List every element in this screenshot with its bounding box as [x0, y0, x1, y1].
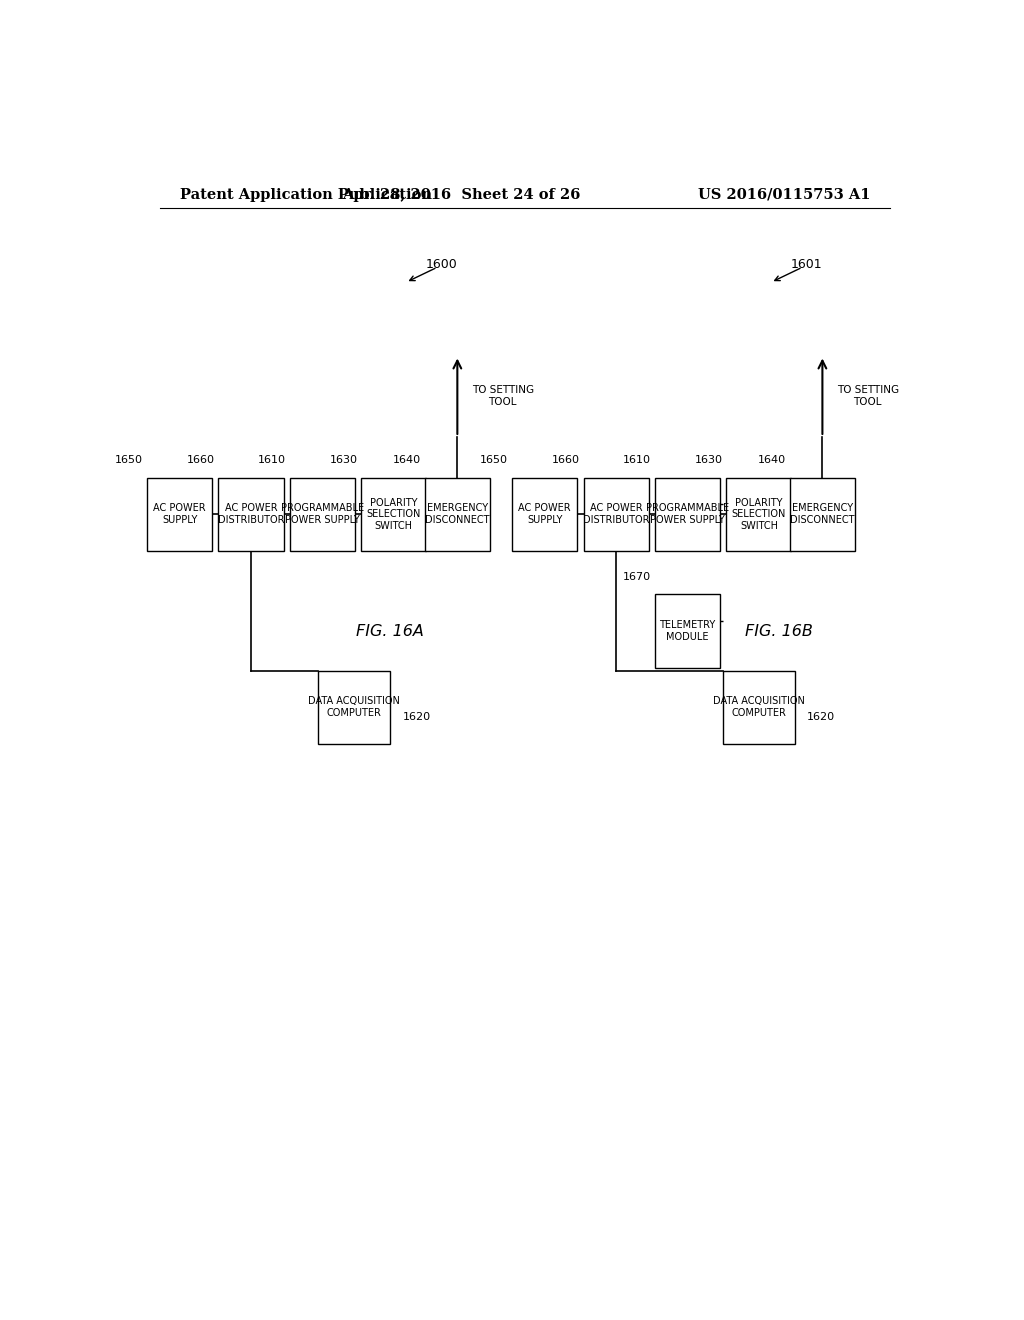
Text: 1620: 1620 — [807, 713, 836, 722]
Text: 1650: 1650 — [115, 455, 143, 466]
Text: 1600: 1600 — [426, 257, 458, 271]
Text: POLARITY
SELECTION
SWITCH: POLARITY SELECTION SWITCH — [732, 498, 786, 531]
FancyBboxPatch shape — [425, 478, 489, 550]
Text: 1640: 1640 — [758, 455, 785, 466]
Text: 1630: 1630 — [330, 455, 357, 466]
Text: EMERGENCY
DISCONNECT: EMERGENCY DISCONNECT — [425, 503, 489, 525]
Text: TO SETTING
TOOL: TO SETTING TOOL — [472, 385, 534, 407]
Text: US 2016/0115753 A1: US 2016/0115753 A1 — [697, 187, 870, 202]
Text: DATA ACQUISITION
COMPUTER: DATA ACQUISITION COMPUTER — [308, 697, 400, 718]
Text: PROGRAMMABLE
POWER SUPPLY: PROGRAMMABLE POWER SUPPLY — [646, 503, 729, 525]
FancyBboxPatch shape — [218, 478, 284, 550]
Text: 1670: 1670 — [623, 573, 651, 582]
FancyBboxPatch shape — [655, 478, 720, 550]
FancyBboxPatch shape — [512, 478, 578, 550]
Text: 1630: 1630 — [694, 455, 722, 466]
Text: 1640: 1640 — [393, 455, 421, 466]
Text: Apr. 28, 2016  Sheet 24 of 26: Apr. 28, 2016 Sheet 24 of 26 — [342, 187, 581, 202]
FancyBboxPatch shape — [726, 478, 792, 550]
FancyBboxPatch shape — [318, 671, 390, 744]
Text: 1650: 1650 — [480, 455, 508, 466]
FancyBboxPatch shape — [290, 478, 355, 550]
Text: Patent Application Publication: Patent Application Publication — [179, 187, 431, 202]
Text: DATA ACQUISITION
COMPUTER: DATA ACQUISITION COMPUTER — [713, 697, 805, 718]
Text: 1660: 1660 — [186, 455, 214, 466]
FancyBboxPatch shape — [790, 478, 855, 550]
FancyBboxPatch shape — [147, 478, 212, 550]
Text: 1660: 1660 — [552, 455, 580, 466]
FancyBboxPatch shape — [723, 671, 795, 744]
FancyBboxPatch shape — [655, 594, 720, 668]
Text: AC POWER
SUPPLY: AC POWER SUPPLY — [154, 503, 206, 525]
Text: AC POWER
SUPPLY: AC POWER SUPPLY — [518, 503, 571, 525]
Text: AC POWER
DISTRIBUTOR: AC POWER DISTRIBUTOR — [218, 503, 285, 525]
FancyBboxPatch shape — [361, 478, 426, 550]
Text: FIG. 16A: FIG. 16A — [356, 623, 424, 639]
Text: 1610: 1610 — [258, 455, 286, 466]
FancyBboxPatch shape — [584, 478, 648, 550]
Text: 1601: 1601 — [791, 257, 822, 271]
Text: TELEMETRY
MODULE: TELEMETRY MODULE — [659, 620, 716, 642]
Text: 1620: 1620 — [402, 713, 431, 722]
Text: PROGRAMMABLE
POWER SUPPLY: PROGRAMMABLE POWER SUPPLY — [281, 503, 364, 525]
Text: EMERGENCY
DISCONNECT: EMERGENCY DISCONNECT — [791, 503, 855, 525]
Text: 1610: 1610 — [623, 455, 651, 466]
Text: AC POWER
DISTRIBUTOR: AC POWER DISTRIBUTOR — [583, 503, 649, 525]
Text: POLARITY
SELECTION
SWITCH: POLARITY SELECTION SWITCH — [367, 498, 421, 531]
Text: FIG. 16B: FIG. 16B — [744, 623, 813, 639]
Text: TO SETTING
TOOL: TO SETTING TOOL — [837, 385, 899, 407]
